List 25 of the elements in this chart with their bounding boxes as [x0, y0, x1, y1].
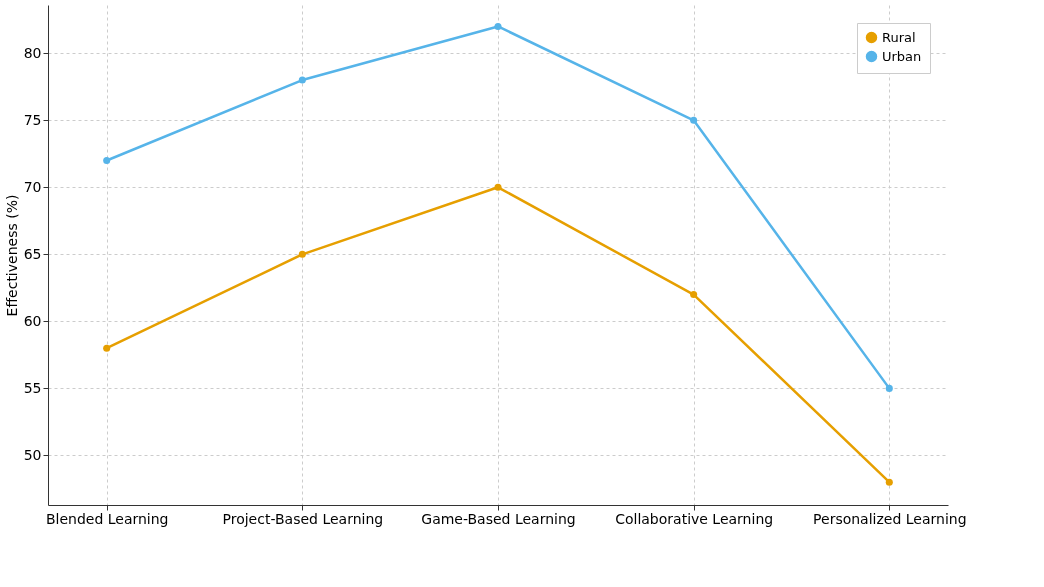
- legend-label: Urban: [882, 48, 922, 64]
- point: [690, 291, 698, 299]
- point: [885, 478, 893, 486]
- y-tick-label: 80: [23, 44, 42, 61]
- x-tick-label: Collaborative Learning: [615, 510, 774, 527]
- point: [298, 250, 306, 258]
- x-tick-label: Personalized Learning: [813, 510, 967, 527]
- point: [103, 344, 111, 352]
- point: [885, 384, 893, 392]
- x-tick-label: Project-Based Learning: [222, 510, 384, 527]
- point: [690, 116, 698, 124]
- point: [103, 156, 111, 165]
- y-tick-label: 50: [23, 446, 42, 463]
- y-tick-label: 60: [23, 312, 42, 329]
- y-tick-label: 75: [23, 111, 42, 128]
- point: [298, 76, 306, 84]
- y-tick-label: 55: [23, 379, 42, 396]
- y-axis-title: Effectiveness (%): [3, 194, 20, 317]
- point: [494, 22, 502, 30]
- x-tick-label: Blended Learning: [45, 510, 169, 527]
- legend-label: Rural: [882, 29, 916, 45]
- y-tick-label: 70: [23, 178, 42, 195]
- x-tick-label: Game-Based Learning: [421, 510, 576, 527]
- point: [494, 183, 502, 191]
- y-tick-label: 65: [23, 245, 42, 262]
